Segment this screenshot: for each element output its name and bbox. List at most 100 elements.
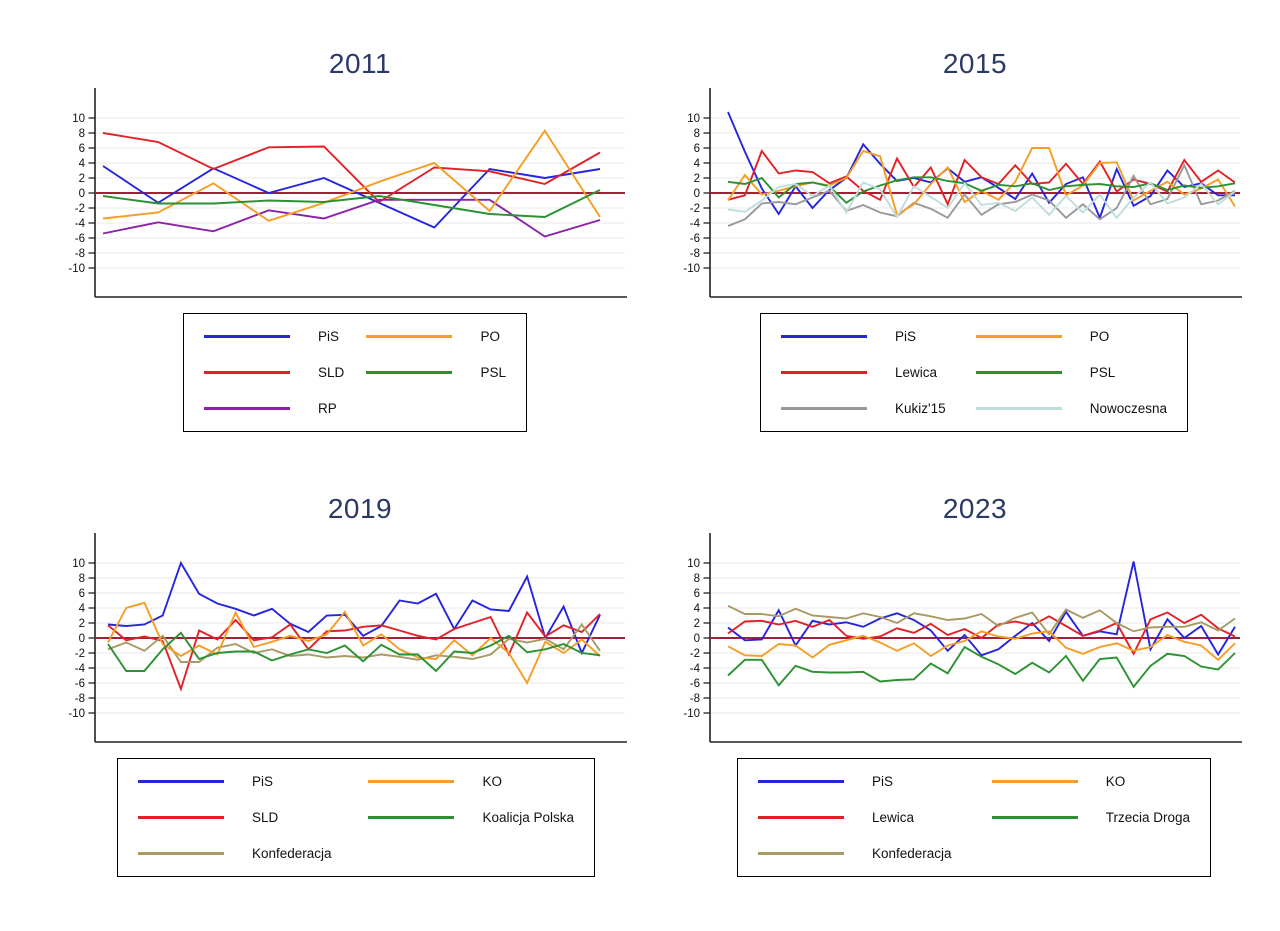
legend-item: Lewica [781,365,946,380]
legend-label: SLD [318,365,345,380]
y-tick-label: 6 [79,588,85,600]
y-tick-label: -8 [690,248,700,260]
y-tick-label: 8 [79,573,85,585]
y-tick-label: -8 [690,693,700,705]
series-line-nowoczesna [727,181,1236,220]
legend-item: PiS [204,329,344,344]
y-tick-label: 8 [694,128,700,140]
legend-swatch-line [204,371,290,374]
chart-panel-2023: 2023 10 8 6 4 2 0 -2 -4 -6 -8 -10 PiS Lewica Konfede… [640,445,1280,890]
legend-swatch-line [204,335,290,338]
legend-item: Lewica [758,810,952,825]
legend-item: PiS [758,774,952,789]
y-tick-label: -6 [75,678,85,690]
y-tick-label: -2 [75,203,85,215]
y-tick-label: -6 [690,233,700,245]
legend-label: KO [482,774,502,789]
chart-panel-2011: 2011 10 8 6 4 2 0 -2 -4 -6 -8 -10 PiS SLD RP PO PSL [0,0,640,445]
chart-panel-2015: 2015 10 8 6 4 2 0 -2 -4 -6 -8 -10 PiS Lewica Kukiz'1… [640,0,1280,445]
legend-swatch-line [758,780,844,783]
legend-label: PiS [318,329,340,344]
series-line-trzecia-droga [727,645,1236,689]
series-line-lewica [727,611,1236,656]
y-tick-label: -6 [75,233,85,245]
chart-title: 2023 [942,493,1008,524]
legend-label: RP [318,401,337,416]
chart-legend: PiS SLD Konfederacja KO Koalicja Polska [117,758,595,877]
y-tick-label: -4 [690,663,701,675]
chart-legend: PiS Lewica Kukiz'15 PO PSL Nowoczesna [760,313,1188,432]
series-line-pis [727,561,1236,657]
legend-label: PiS [895,329,917,344]
y-tick-label: 4 [79,158,86,170]
legend-label: PSL [480,365,506,380]
series-line-kukiz-15 [727,163,1236,227]
legend-item: Nowoczesna [975,401,1167,416]
chart-legend: PiS SLD RP PO PSL [183,313,527,432]
y-tick-label: -4 [690,218,701,230]
y-tick-label: 8 [694,573,700,585]
legend-swatch-line [138,852,224,855]
y-tick-label: -8 [75,248,85,260]
y-tick-label: -6 [690,678,700,690]
y-tick-label: 4 [79,603,86,615]
series-line-sld [102,132,601,204]
legend-swatch-line [975,335,1062,338]
series-line-pis [107,560,601,656]
chart-title: 2015 [942,48,1008,79]
chart-plot: 10 8 6 4 2 0 -2 -4 -6 -8 -10 [68,88,627,298]
legend-swatch-line [138,780,224,783]
series-line-rp [102,198,601,238]
y-tick-label: 2 [79,173,85,185]
y-tick-label: -4 [75,663,86,675]
legend-swatch-line [991,780,1078,783]
legend-item: PO [975,329,1167,344]
legend-item: PSL [975,365,1167,380]
legend-item: KO [368,774,574,789]
legend-label: PiS [252,774,274,789]
y-tick-label: -10 [683,708,700,720]
series-line-ko [727,630,1236,662]
chart-plot: 10 8 6 4 2 0 -2 -4 -6 -8 -10 [68,533,627,743]
y-tick-label: 10 [72,558,85,570]
y-tick-label: 0 [79,633,85,645]
legend-swatch-line [368,780,455,783]
legend-item: Koalicja Polska [368,810,574,825]
legend-label: SLD [252,810,279,825]
legend-label: Kukiz'15 [895,401,946,416]
series-line-ko [107,601,601,686]
y-tick-label: 0 [79,188,85,200]
chart-panel-2019: 2019 10 8 6 4 2 0 -2 -4 -6 -8 -10 PiS SLD Konfederac… [0,445,640,890]
y-tick-label: 6 [694,588,700,600]
chart-plot: 10 8 6 4 2 0 -2 -4 -6 -8 -10 [683,88,1242,298]
legend-label: PO [480,329,500,344]
y-tick-label: 0 [694,633,700,645]
legend-item: RP [204,401,344,416]
legend-label: Konfederacja [872,846,952,861]
y-tick-label: -2 [75,648,85,660]
legend-label: Lewica [872,810,915,825]
legend-label: Konfederacja [252,846,332,861]
series-line-konfederacja [107,622,601,663]
chart-title: 2019 [327,493,393,524]
legend-swatch-line [781,335,867,338]
legend-label: KO [1105,774,1126,789]
legend-swatch-line [975,371,1062,374]
legend-label: PO [1089,329,1110,344]
y-tick-label: 2 [694,173,700,185]
legend-swatch-line [204,407,290,410]
y-tick-label: -10 [68,263,85,275]
y-tick-label: -10 [68,708,85,720]
y-tick-label: 2 [694,618,700,630]
y-tick-label: 4 [694,603,701,615]
legend-swatch-line [366,371,453,374]
legend-item: PSL [366,365,506,380]
chart-legend: PiS Lewica Konfederacja KO Trzecia Droga [737,758,1211,877]
legend-swatch-line [758,852,844,855]
legend-swatch-line [975,407,1062,410]
legend-swatch-line [781,407,867,410]
legend-item: Kukiz'15 [781,401,946,416]
y-tick-label: 6 [694,143,700,155]
legend-label: Koalicja Polska [482,810,574,825]
series-line-psl [102,189,601,218]
